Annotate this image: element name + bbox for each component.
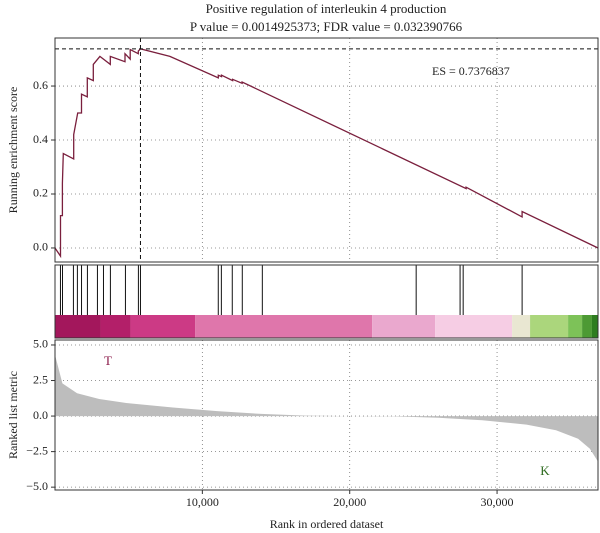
chart-subtitle: P value = 0.0014925373; FDR value = 0.03…	[190, 19, 463, 34]
rank-band	[582, 315, 592, 338]
y-tick-label: 2.5	[33, 372, 48, 386]
x-tick-label: 20,000	[333, 495, 366, 509]
es-annotation: ES = 0.7376837	[432, 64, 510, 78]
enrichment-line	[54, 48, 599, 259]
x-axis-label: Rank in ordered dataset	[270, 517, 384, 531]
x-tick-label: 30,000	[481, 495, 514, 509]
group-label: T	[104, 353, 112, 368]
y-tick-label: 0.0	[33, 408, 48, 422]
rank-band	[512, 315, 531, 338]
rank-band	[435, 315, 513, 338]
rank-band	[55, 315, 101, 338]
rank-band	[130, 315, 196, 338]
rank-band	[195, 315, 373, 338]
y-axis-label: Ranked list metric	[6, 371, 20, 459]
y-tick-label: 0.4	[33, 132, 48, 146]
rank-band	[568, 315, 583, 338]
group-label: K	[540, 463, 550, 478]
rank-band	[591, 315, 598, 338]
panel-frame	[54, 339, 599, 491]
panel-frame	[54, 37, 599, 263]
y-tick-label: 0.2	[33, 186, 48, 200]
chart-title: Positive regulation of interleukin 4 pro…	[206, 1, 447, 16]
y-tick-label: 0.0	[33, 240, 48, 254]
y-axis-label: Running enrichment score	[6, 87, 20, 214]
rank-band	[100, 315, 131, 338]
rank-band	[372, 315, 436, 338]
metric-area	[55, 354, 598, 462]
x-tick-label: 10,000	[186, 495, 219, 509]
y-tick-label: −5.0	[26, 479, 48, 493]
panel-frame	[54, 264, 599, 339]
rank-band	[530, 315, 569, 338]
y-tick-label: 5.0	[33, 337, 48, 351]
y-tick-label: 0.6	[33, 78, 48, 92]
y-tick-label: −2.5	[26, 443, 48, 457]
